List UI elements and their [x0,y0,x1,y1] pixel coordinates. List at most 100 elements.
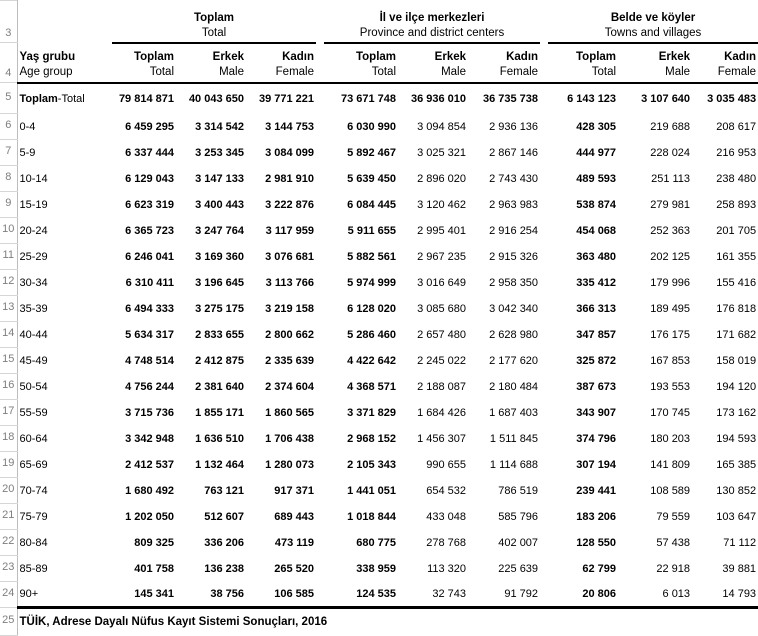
cell-value[interactable]: 5 974 999 [347,276,397,289]
age-group-label[interactable]: 25-29 [19,250,48,263]
cell-value[interactable]: 238 480 [716,172,757,185]
cell-value[interactable]: 3 169 360 [195,250,244,263]
cell-value[interactable]: 336 206 [204,536,244,549]
cell-value[interactable]: 2 800 662 [265,328,315,341]
cell-value[interactable]: 173 162 [716,406,757,419]
cell-value[interactable]: 433 048 [426,510,467,523]
cell-value[interactable]: 2 180 484 [489,380,539,393]
cell-value[interactable]: 325 872 [576,354,617,367]
cell-value[interactable]: 3 107 640 [641,92,691,105]
cell-value[interactable]: 228 024 [650,146,691,159]
cell-value[interactable]: 2 936 136 [489,120,539,133]
cell-value[interactable]: 3 113 766 [265,276,315,289]
cell-value[interactable]: 1 441 051 [347,484,397,497]
cell-value[interactable]: 145 341 [112,581,176,609]
cell-value[interactable]: 990 655 [426,458,467,471]
cell-value[interactable]: 1 114 688 [489,458,539,471]
cell-value[interactable]: 3 196 645 [195,276,244,289]
cell-value[interactable]: 307 194 [576,458,617,471]
cell-value[interactable]: 130 852 [716,484,757,497]
cell-value[interactable]: 216 953 [716,146,757,159]
cell-value[interactable]: 4 748 514 [125,354,174,367]
cell-value[interactable]: 1 511 845 [489,432,539,445]
cell-value[interactable]: 5 634 317 [125,328,174,341]
cell-value[interactable]: 3 042 340 [489,302,539,315]
age-group-label[interactable]: 15-19 [19,198,48,211]
cell-value[interactable]: 1 680 492 [125,484,174,497]
cell-value[interactable]: 2 177 620 [489,354,539,367]
cell-value[interactable]: 103 647 [716,510,757,523]
cell-value[interactable]: 444 977 [576,146,617,159]
column-header-male[interactable]: Erkek Male [398,42,469,84]
cell-value[interactable]: 170 745 [650,406,691,419]
cell-value[interactable]: 22 918 [656,562,691,575]
cell-value[interactable]: 2 915 326 [489,250,539,263]
row-number[interactable]: 11 [0,243,18,270]
cell-value[interactable]: 454 068 [576,224,617,237]
cell-value[interactable]: 265 520 [274,562,315,575]
column-header-male[interactable]: Erkek Male [618,42,693,84]
age-group-label[interactable]: 85-89 [19,562,48,575]
cell-value[interactable]: 2 657 480 [417,328,467,341]
cell-value[interactable]: 2 981 910 [265,172,315,185]
row-number[interactable]: 13 [0,295,18,322]
row-number[interactable]: 9 [0,191,18,218]
age-group-label[interactable]: 5-9 [19,146,36,159]
cell-value[interactable]: 2 412 537 [125,458,174,471]
cell-value[interactable]: 6 310 411 [125,276,174,289]
source-note[interactable]: TÜİK, Adrese Dayalı Nüfus Kayıt Sistemi … [19,616,328,629]
cell-value[interactable]: 108 589 [650,484,691,497]
cell-value[interactable]: 2 833 655 [195,328,244,341]
column-header-total[interactable]: Toplam Total [548,42,619,84]
cell-value[interactable]: 3 016 649 [417,276,467,289]
cell-value[interactable]: 176 818 [716,302,757,315]
row-number[interactable]: 18 [0,425,18,452]
cell-value[interactable]: 3 117 959 [265,224,315,237]
row-number[interactable]: 25 [0,607,18,636]
cell-value[interactable]: 1 018 844 [347,510,397,523]
cell-value[interactable]: 1 456 307 [417,432,467,445]
cell-value[interactable]: 3 371 829 [347,406,397,419]
age-group-label[interactable]: 70-74 [19,484,48,497]
cell-value[interactable]: 219 688 [650,120,691,133]
cell-value[interactable]: 585 796 [498,510,539,523]
cell-value[interactable]: 3 025 321 [417,146,467,159]
cell-value[interactable]: 39 771 221 [258,92,315,105]
cell-value[interactable]: 40 043 650 [188,92,244,105]
cell-value[interactable]: 489 593 [576,172,617,185]
column-header-age-group[interactable]: Yaş grubu Age group [17,42,112,84]
cell-value[interactable]: 176 175 [650,328,691,341]
age-group-label[interactable]: 35-39 [19,302,48,315]
cell-value[interactable]: 167 853 [650,354,691,367]
cell-value[interactable]: 62 799 [582,562,617,575]
cell-value[interactable]: 73 671 748 [340,92,397,105]
age-group-label[interactable]: 60-64 [19,432,48,445]
cell-value[interactable]: 251 113 [651,172,691,185]
row-number[interactable]: 16 [0,373,18,400]
cell-value[interactable]: 278 768 [426,536,467,549]
cell-value[interactable]: 1 687 403 [489,406,539,419]
cell-value[interactable]: 79 559 [656,510,691,523]
cell-value[interactable]: 161 355 [716,250,757,263]
cell-value[interactable]: 786 519 [498,484,539,497]
cell-value[interactable]: 128 550 [576,536,617,549]
cell-value[interactable]: 4 756 244 [125,380,174,393]
row-number[interactable]: 22 [0,529,18,556]
cell-value[interactable]: 428 305 [576,120,617,133]
cell-value[interactable]: 2 967 235 [417,250,467,263]
row-number[interactable]: 24 [0,581,18,608]
cell-value[interactable]: 165 385 [716,458,757,471]
cell-value[interactable]: 5 639 450 [347,172,397,185]
row-number[interactable]: 19 [0,451,18,478]
cell-value[interactable]: 809 325 [134,536,174,549]
cell-value[interactable]: 5 882 561 [347,250,397,263]
cell-value[interactable]: 3 247 764 [195,224,244,237]
age-group-label[interactable]: 50-54 [19,380,48,393]
age-group-label[interactable]: 0-4 [19,120,36,133]
cell-value[interactable]: 3 094 854 [417,120,467,133]
cell-value[interactable]: 1 706 438 [265,432,315,445]
cell-value[interactable]: 91 792 [468,581,541,609]
cell-value[interactable]: 3 147 133 [195,172,244,185]
cell-value[interactable]: 225 639 [498,562,539,575]
cell-value[interactable]: 2 867 146 [489,146,539,159]
